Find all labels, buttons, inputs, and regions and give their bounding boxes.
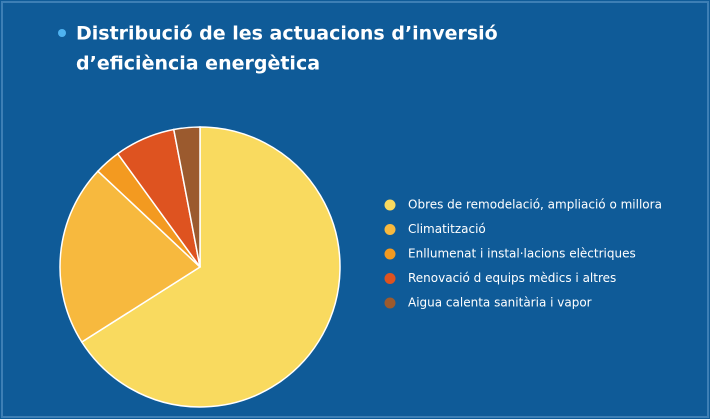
legend-marker [384, 273, 396, 284]
pie-slice [172, 126, 201, 268]
legend-label: Aigua calenta sanitària i vapor [408, 296, 592, 310]
legend-marker [384, 224, 396, 235]
legend-marker [384, 297, 396, 309]
pie-slice [59, 170, 202, 344]
title-bullet [58, 29, 66, 37]
legend-label: Renovació d equips mèdics i altres [408, 271, 616, 285]
legend-marker [384, 248, 396, 260]
chart-title: Distribució de les actuacions d’inversió [76, 23, 498, 45]
legend-label: Climatització [408, 222, 486, 236]
chart-title: d’eficiència energètica [76, 53, 320, 75]
legend-label: Enllumenat i instal·lacions elèctriques [408, 247, 636, 261]
pie-slice [80, 126, 341, 408]
legend-label: Obres de remodelació, ampliació o millor… [408, 198, 662, 212]
legend-marker [384, 199, 396, 211]
